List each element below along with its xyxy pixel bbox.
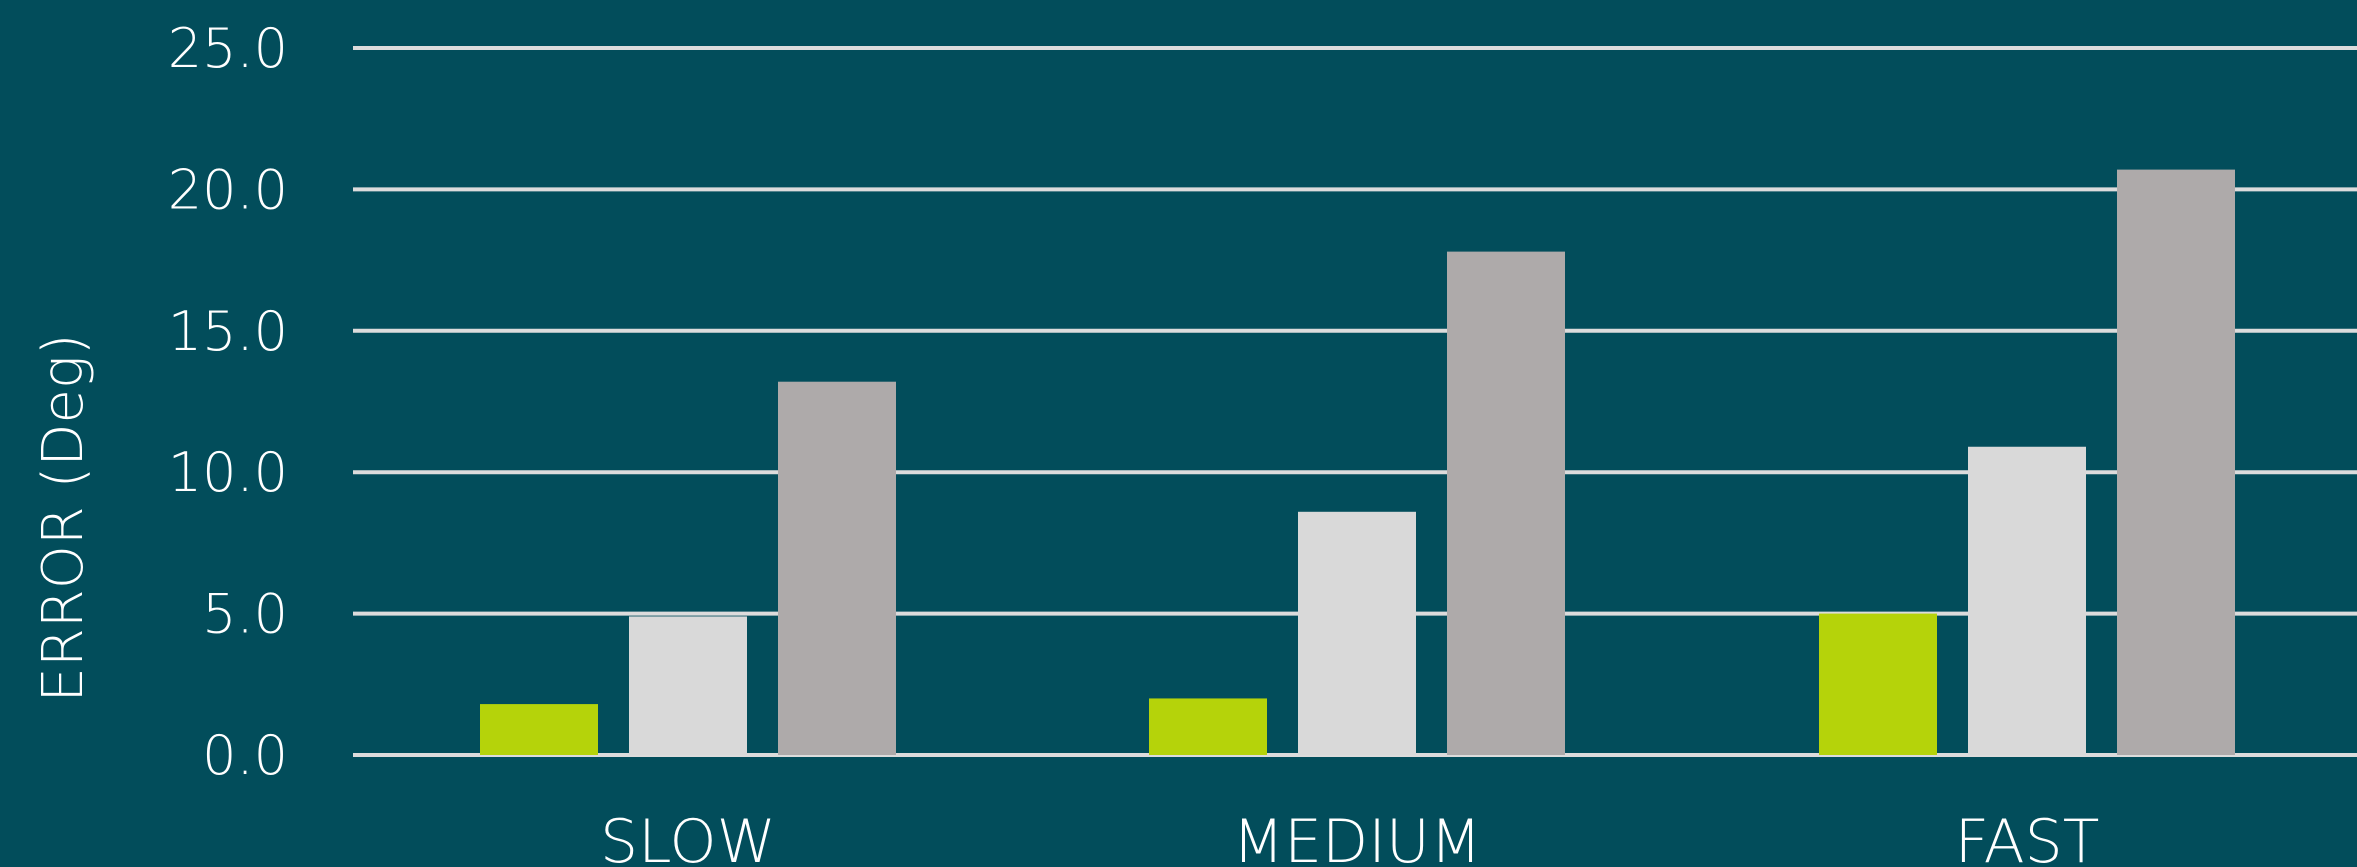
bar-medium-series-3 bbox=[1447, 251, 1565, 755]
x-axis-categories: SLOW MEDIUM FAST bbox=[600, 807, 2099, 867]
y-tick-label: 10.0 bbox=[168, 441, 288, 504]
bar-slow-series-3 bbox=[778, 381, 896, 755]
y-tick-label: 20.0 bbox=[168, 158, 288, 221]
x-category-label-fast: FAST bbox=[1955, 807, 2100, 867]
y-tick-label: 0.0 bbox=[202, 724, 288, 787]
y-tick-label: 15.0 bbox=[168, 300, 288, 363]
y-axis-ticks: 0.0 5.0 10.0 15.0 20.0 25.0 bbox=[168, 17, 288, 787]
y-tick-label: 5.0 bbox=[202, 583, 288, 646]
bar-medium-series-2 bbox=[1298, 511, 1416, 755]
bar-slow-series-1 bbox=[480, 704, 598, 755]
y-axis-title: ERROR (Deg) bbox=[31, 334, 96, 703]
bar-fast-series-1 bbox=[1819, 613, 1937, 755]
x-category-label-slow: SLOW bbox=[600, 807, 776, 867]
bar-fast-series-3 bbox=[2117, 169, 2235, 755]
bar-medium-series-1 bbox=[1149, 698, 1267, 755]
bar-slow-series-2 bbox=[629, 616, 747, 755]
bars bbox=[480, 169, 2235, 755]
y-tick-label: 25.0 bbox=[168, 17, 288, 80]
bar-fast-series-2 bbox=[1968, 446, 2086, 755]
x-category-label-medium: MEDIUM bbox=[1232, 807, 1481, 867]
